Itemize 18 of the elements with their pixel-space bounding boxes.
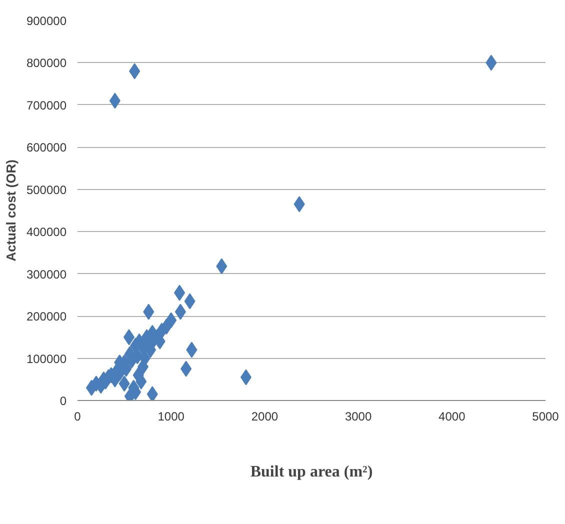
y-tick-label: 200000 — [26, 310, 67, 324]
x-tick-label: 3000 — [344, 410, 372, 424]
y-tick-label: 0 — [60, 394, 67, 408]
x-tick-label: 0 — [74, 410, 82, 424]
y-tick-label: 700000 — [26, 98, 67, 112]
y-axis-title: Actual cost (OR) — [3, 160, 18, 262]
y-tick-label: 600000 — [26, 140, 67, 155]
y-tick-label: 500000 — [26, 182, 67, 197]
y-tick-label: 800000 — [26, 56, 67, 70]
y-tick-label: 900000 — [26, 14, 67, 28]
x-tick-label: 5000 — [532, 410, 560, 424]
x-tick-label: 4000 — [438, 410, 466, 424]
y-tick-label: 300000 — [26, 267, 67, 282]
x-axis-title: Built up area (m²) — [250, 464, 373, 480]
x-tick-label: 2000 — [251, 410, 278, 424]
y-tick-label: 400000 — [26, 225, 67, 240]
y-tick-label: 100000 — [26, 352, 67, 366]
x-tick-label: 1000 — [158, 410, 185, 424]
